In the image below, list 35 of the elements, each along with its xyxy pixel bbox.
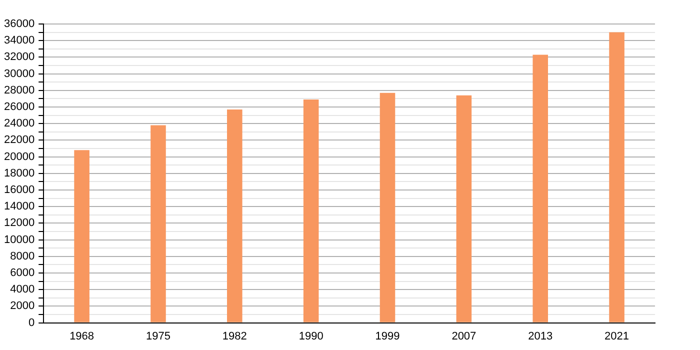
y-tick-label: 14000 <box>4 200 35 213</box>
y-tick-label: 26000 <box>4 101 35 114</box>
y-tick-label: 18000 <box>4 167 35 180</box>
y-tick-label: 28000 <box>4 84 35 96</box>
bar <box>456 95 472 322</box>
y-tick-label: 24000 <box>4 118 35 130</box>
x-tick-label: 2021 <box>604 330 630 342</box>
bar <box>609 32 624 322</box>
x-tick-label: 1968 <box>70 330 94 342</box>
bar <box>227 109 242 322</box>
y-tick-label: 10000 <box>4 234 35 246</box>
bar <box>150 125 166 322</box>
y-tick-label: 2000 <box>10 300 35 312</box>
y-tick-label: 6000 <box>10 267 35 280</box>
x-tick-label: 2013 <box>528 330 553 342</box>
y-tick-label: 4000 <box>10 284 35 296</box>
bar <box>380 92 396 322</box>
y-tick-label: 0 <box>28 316 35 329</box>
y-tick-label: 22000 <box>4 134 35 146</box>
y-tick-label: 20000 <box>4 150 35 163</box>
bar <box>303 100 319 322</box>
y-tick-label: 30000 <box>4 68 35 80</box>
y-tick-label: 16000 <box>4 184 35 196</box>
x-tick-label: 1990 <box>298 330 324 342</box>
x-tick-label: 1982 <box>222 330 247 342</box>
x-tick-label: 1999 <box>375 330 400 342</box>
y-tick-label: 8000 <box>10 250 35 262</box>
bar <box>532 54 548 322</box>
y-tick-label: 12000 <box>4 217 35 230</box>
y-tick-label: 36000 <box>4 18 35 30</box>
x-tick-label: 2007 <box>452 330 476 342</box>
y-tick-label: 34000 <box>4 34 35 47</box>
bar <box>74 150 90 322</box>
x-tick-label: 1975 <box>146 330 170 342</box>
y-tick-label: 32000 <box>4 51 35 64</box>
